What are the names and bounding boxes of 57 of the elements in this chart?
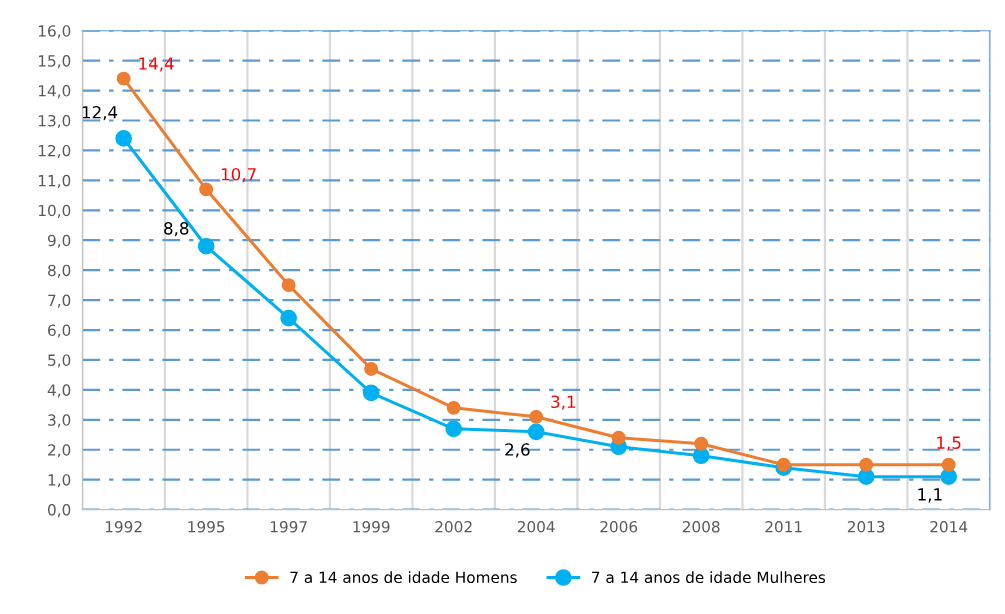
point (446, 400, 461, 415)
x-tick-label: 2004 (517, 521, 555, 533)
point (445, 420, 463, 438)
point (115, 130, 132, 147)
point (857, 468, 875, 486)
legend-label: 7 a 14 anos de idade Homens (290, 571, 517, 584)
x-tick-label: 2008 (682, 521, 720, 533)
y-tick-label: 11,0 (38, 174, 71, 188)
x-tick-label: 1999 (353, 521, 390, 533)
x-tick-label: 2002 (435, 521, 472, 533)
x-tick-label: 2011 (765, 521, 802, 533)
y-tick-label: 9,0 (47, 234, 71, 248)
y-tick-label: 10,0 (38, 204, 71, 218)
point (197, 237, 215, 255)
point (940, 468, 958, 486)
data-label: 2,6 (505, 443, 530, 458)
y-tick-label: 15,0 (38, 55, 71, 69)
point (611, 430, 626, 445)
y-tick-label: 16,0 (38, 25, 71, 39)
point (527, 423, 545, 441)
y-tick-label: 14,0 (38, 85, 71, 99)
point (281, 278, 296, 293)
point (280, 309, 297, 327)
point (776, 457, 791, 472)
x-tick-label: 1992 (105, 521, 142, 533)
x-tick-label: 2006 (600, 521, 638, 533)
y-tick-label: 13,0 (38, 114, 71, 129)
point (859, 457, 874, 472)
x-tick-label: 2013 (847, 521, 885, 533)
y-tick-label: 0,0 (48, 504, 71, 518)
x-tick-label: 1995 (188, 521, 225, 533)
data-label: 12,4 (82, 105, 118, 121)
y-tick-label: 6,0 (48, 324, 71, 338)
y-tick-label: 3,0 (48, 414, 71, 428)
point (694, 436, 709, 451)
y-tick-label: 12,0 (38, 144, 71, 159)
data-label: 14,4 (139, 57, 174, 72)
x-tick-label: 1997 (270, 521, 307, 533)
data-label: 10,7 (221, 167, 256, 183)
data-label: 1,1 (918, 488, 942, 503)
x-tick-label: 2014 (930, 521, 968, 533)
y-tick-label: 2,0 (48, 444, 71, 458)
data-label: 3,1 (551, 395, 576, 410)
point (199, 182, 214, 197)
data-label: 1,5 (937, 436, 961, 451)
legend-label: 7 a 14 anos de idade Mulheres (592, 571, 826, 584)
y-tick-label: 7,0 (48, 294, 71, 308)
y-tick-label: 4,0 (47, 384, 71, 398)
point (529, 409, 544, 424)
y-tick-label: 8,0 (48, 264, 71, 278)
point (362, 384, 380, 402)
y-tick-label: 5,0 (48, 354, 71, 368)
point (364, 361, 379, 376)
y-tick-label: 1,0 (48, 474, 71, 488)
point (116, 71, 131, 86)
data-label: 8,8 (164, 222, 189, 237)
point (941, 457, 956, 472)
